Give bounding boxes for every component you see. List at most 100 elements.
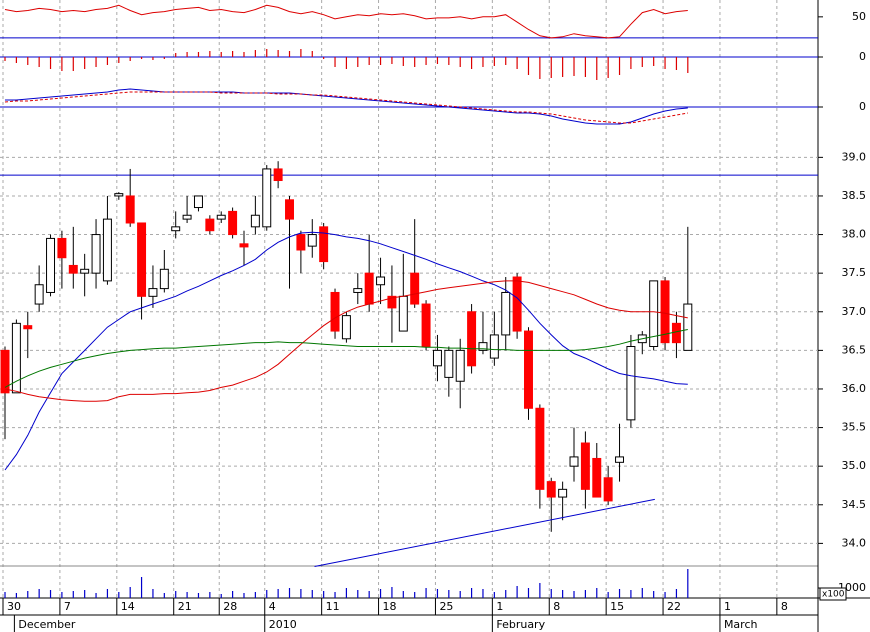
month-label: March <box>724 618 758 631</box>
y-tick-label: 36.5 <box>842 343 867 356</box>
candle-body <box>410 272 420 305</box>
candle-body <box>580 442 590 490</box>
candle-body <box>80 268 90 274</box>
y-tick-label: 38.5 <box>842 189 867 202</box>
y-tick-label: 0 <box>859 50 866 63</box>
candle-body <box>467 311 477 367</box>
indicator-line <box>4 91 688 124</box>
candle-body <box>262 168 272 228</box>
y-tick-label: 50 <box>852 10 866 23</box>
candle-body <box>273 168 283 182</box>
candle-body <box>91 234 101 274</box>
candle-body <box>524 330 533 409</box>
plot-group <box>4 569 689 598</box>
candle-body <box>114 193 124 197</box>
x-tick-label: 28 <box>223 600 237 613</box>
candle-body <box>330 291 340 332</box>
x-tick-label: 8 <box>781 600 788 613</box>
candle-body <box>376 276 386 286</box>
candle-body <box>364 272 374 305</box>
plot-group <box>4 4 688 39</box>
month-label: February <box>496 618 545 631</box>
candle-body <box>46 237 56 293</box>
candle-body <box>125 195 135 224</box>
unit-box <box>819 587 847 601</box>
candle-body <box>57 237 67 259</box>
candle-body <box>216 214 226 220</box>
candle-body <box>512 276 522 332</box>
candle-body <box>444 349 454 378</box>
y-tick-label: 39.0 <box>842 150 867 163</box>
candle-body <box>626 346 636 421</box>
month-label: December <box>18 618 76 631</box>
candle-body <box>558 488 568 498</box>
candle-body <box>148 288 158 297</box>
candle-body <box>535 407 545 490</box>
candle-body <box>296 234 306 251</box>
candle-body <box>205 218 215 232</box>
candle-body <box>569 456 579 467</box>
y-tick-label: 0 <box>859 100 866 113</box>
trend-line <box>314 498 655 568</box>
candle-body <box>683 303 693 351</box>
plot-group <box>0 161 693 568</box>
candle-body <box>615 456 625 463</box>
candle-body <box>137 222 147 297</box>
x-tick-label: 14 <box>121 600 135 613</box>
candle-body <box>671 322 681 344</box>
y-tick-label: 36.0 <box>842 382 867 395</box>
plot-group <box>4 88 688 125</box>
x-tick-label: 15 <box>610 600 624 613</box>
plot-group <box>4 49 689 80</box>
x-tick-label: 4 <box>269 600 276 613</box>
y-tick-label: 35.5 <box>842 421 867 434</box>
y-tick-label: 34.0 <box>842 536 867 549</box>
candle-body <box>660 280 670 344</box>
candle-body <box>34 284 44 305</box>
candle-body <box>649 280 659 348</box>
candle-body <box>421 303 431 348</box>
month-label: 2010 <box>269 618 297 631</box>
y-tick-label: 37.5 <box>842 266 867 279</box>
candle-body <box>489 334 499 359</box>
y-tick-label: 37.0 <box>842 305 867 318</box>
x-tick-label: 11 <box>326 600 340 613</box>
x-tick-label: 8 <box>553 600 560 613</box>
candle-body <box>353 288 363 293</box>
candle-body <box>228 210 238 236</box>
x-tick-label: 7 <box>64 600 71 613</box>
candle-body <box>592 457 602 498</box>
candle-body <box>398 295 408 332</box>
candle-body <box>341 315 351 340</box>
y-tick-label: 34.5 <box>842 498 867 511</box>
candle-body <box>285 199 294 220</box>
candle-body <box>387 295 397 309</box>
candle-body <box>432 349 442 367</box>
candle-body <box>307 234 317 247</box>
candle-body <box>0 349 10 394</box>
candle-body <box>455 349 465 382</box>
x-tick-label: 25 <box>439 600 453 613</box>
x-tick-label: 21 <box>178 600 192 613</box>
candle-body <box>250 214 260 228</box>
indicator-line <box>4 280 688 402</box>
y-tick-label: 38.0 <box>842 228 867 241</box>
x-tick-label: 1 <box>724 600 731 613</box>
indicator-line <box>4 329 688 388</box>
unit-label: x100 <box>822 590 845 600</box>
x-tick-label: 30 <box>7 600 21 613</box>
candle-body <box>171 226 181 232</box>
candle-body <box>159 268 169 290</box>
x-tick-label: 18 <box>383 600 397 613</box>
candle-body <box>193 195 203 209</box>
candle-body <box>478 342 488 351</box>
indicator-line <box>5 88 688 125</box>
indicator-line <box>4 231 688 471</box>
candle-body <box>102 218 112 282</box>
candle-body <box>546 481 556 498</box>
candle-body <box>603 477 613 502</box>
candle-body <box>239 243 249 248</box>
x-tick-label: 1 <box>496 600 503 613</box>
